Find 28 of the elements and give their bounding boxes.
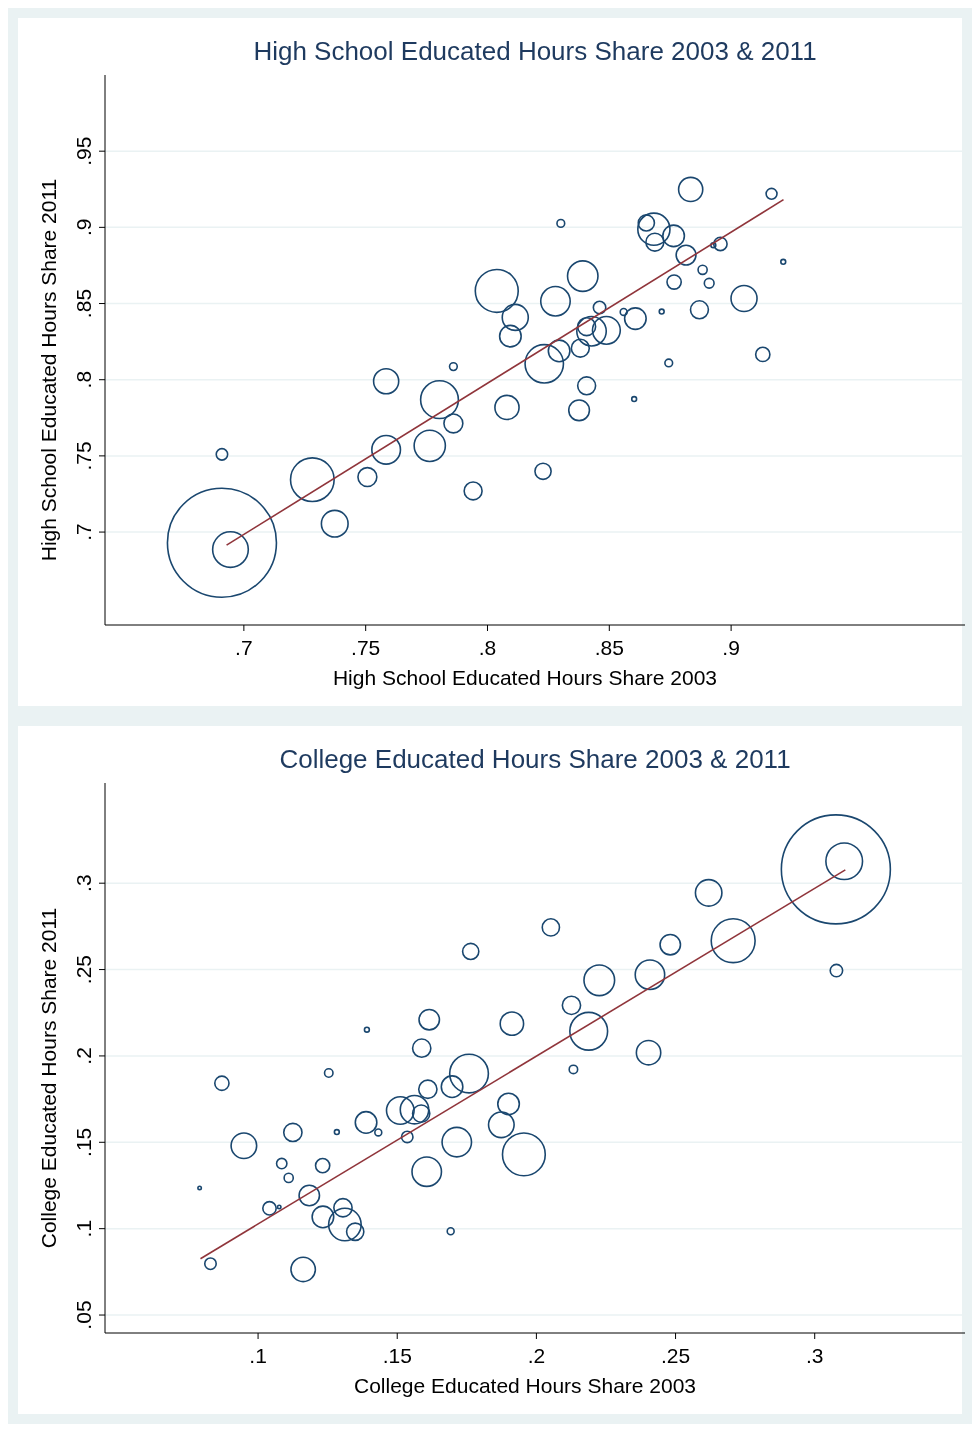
x-tick-label: .9 — [722, 636, 740, 659]
y-tick-label: .2 — [72, 1047, 95, 1065]
y-tick-label: .75 — [72, 441, 95, 471]
x-axis-title: College Educated Hours Share 2003 — [353, 1374, 697, 1397]
y-tick-label: .85 — [72, 288, 95, 319]
y-tick-label: .25 — [72, 954, 95, 985]
y-tick-label: .9 — [72, 218, 95, 237]
x-tick-label: .8 — [478, 636, 497, 659]
y-tick-label: .15 — [72, 1127, 95, 1157]
y-tick-label: .8 — [72, 370, 95, 389]
x-tick-label: .2 — [527, 1344, 546, 1367]
chart-title: College Educated Hours Share 2003 & 2011 — [279, 744, 791, 774]
x-tick-label: .25 — [660, 1344, 691, 1367]
x-tick-label: .75 — [351, 636, 381, 659]
y-tick-label: .1 — [72, 1219, 95, 1238]
y-tick-label: .7 — [72, 523, 95, 541]
x-tick-label: .1 — [249, 1344, 267, 1367]
y-tick-label: .95 — [72, 136, 95, 166]
y-tick-label: .3 — [72, 874, 95, 892]
y-axis-title: High School Educated Hours Share 2011 — [37, 178, 60, 562]
x-axis-title: High School Educated Hours Share 2003 — [332, 666, 718, 689]
y-axis-title: College Educated Hours Share 2011 — [37, 907, 60, 1249]
chart-title: High School Educated Hours Share 2003 & 2011 — [253, 36, 817, 66]
x-tick-label: .3 — [805, 1344, 824, 1367]
x-tick-label: .15 — [382, 1344, 412, 1367]
y-tick-label: .05 — [72, 1300, 95, 1330]
x-tick-label: .85 — [594, 636, 624, 659]
x-tick-label: .7 — [235, 636, 253, 659]
